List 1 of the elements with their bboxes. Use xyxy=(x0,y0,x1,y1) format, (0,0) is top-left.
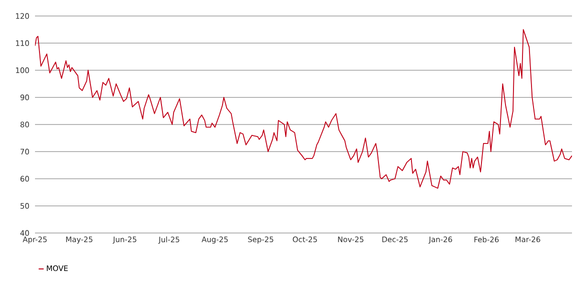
line-series xyxy=(35,29,572,189)
